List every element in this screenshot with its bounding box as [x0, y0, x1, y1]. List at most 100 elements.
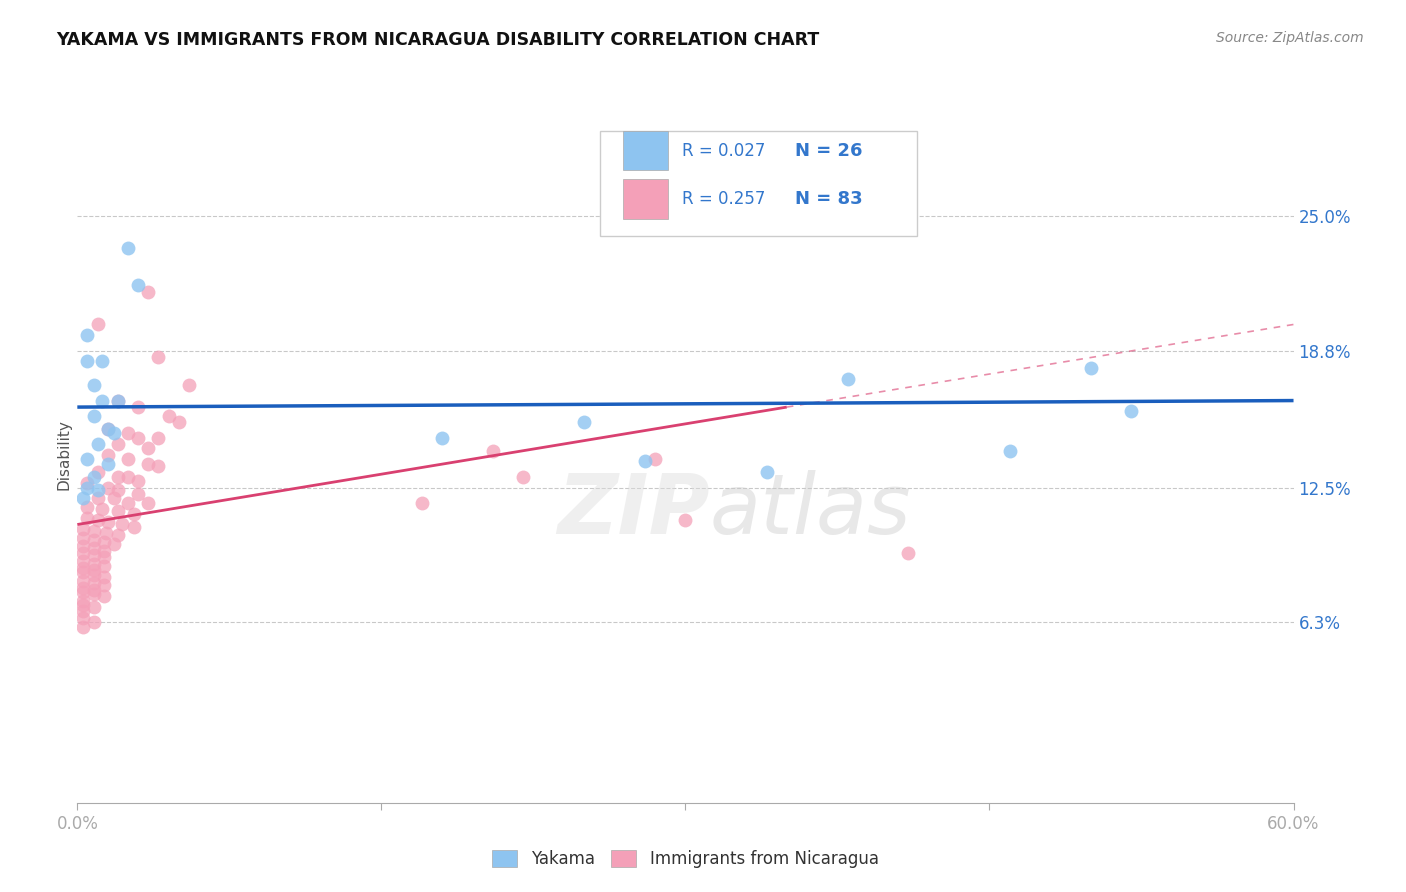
Point — [103, 426, 125, 441]
Point — [512, 469, 534, 483]
Point — [167, 415, 190, 429]
Point — [897, 546, 920, 560]
Point — [97, 457, 120, 471]
Point — [90, 393, 112, 408]
Point — [72, 491, 94, 506]
Point — [634, 454, 657, 468]
Point — [86, 437, 108, 451]
Point — [83, 409, 105, 423]
Point — [72, 522, 94, 536]
Point — [117, 426, 139, 441]
Point — [83, 533, 105, 547]
Point — [411, 496, 433, 510]
Point — [136, 457, 159, 471]
Point — [157, 409, 180, 423]
Point — [72, 554, 94, 568]
Point — [72, 593, 94, 607]
Point — [76, 452, 98, 467]
Point — [675, 513, 697, 527]
Point — [72, 546, 94, 560]
Text: Source: ZipAtlas.com: Source: ZipAtlas.com — [1216, 31, 1364, 45]
Point — [122, 507, 145, 521]
Point — [72, 605, 94, 619]
Point — [72, 566, 94, 580]
Point — [177, 378, 200, 392]
Y-axis label: Disability: Disability — [56, 419, 72, 491]
Text: ZIP: ZIP — [557, 470, 710, 551]
Point — [127, 400, 149, 414]
Point — [83, 524, 105, 538]
Point — [107, 528, 129, 542]
Point — [103, 537, 125, 551]
Point — [755, 466, 778, 480]
Point — [83, 563, 105, 577]
Point — [432, 431, 454, 445]
Point — [86, 483, 108, 497]
Point — [76, 328, 98, 343]
Point — [837, 372, 859, 386]
Point — [117, 452, 139, 467]
FancyBboxPatch shape — [623, 131, 668, 170]
Point — [72, 539, 94, 553]
Point — [86, 318, 108, 332]
FancyBboxPatch shape — [623, 179, 668, 219]
Point — [72, 581, 94, 595]
Point — [998, 443, 1021, 458]
Text: atlas: atlas — [710, 470, 911, 551]
Point — [97, 422, 120, 436]
Point — [93, 534, 115, 549]
Point — [83, 541, 105, 556]
Point — [644, 452, 666, 467]
Point — [107, 437, 129, 451]
Point — [86, 491, 108, 506]
Point — [107, 483, 129, 497]
Point — [83, 587, 105, 601]
Point — [83, 582, 105, 597]
Point — [83, 600, 105, 615]
Point — [76, 511, 98, 525]
Point — [72, 585, 94, 599]
Point — [76, 354, 98, 368]
Point — [127, 278, 149, 293]
Point — [83, 378, 105, 392]
Point — [72, 531, 94, 545]
Point — [111, 517, 134, 532]
Point — [127, 474, 149, 488]
Point — [136, 285, 159, 299]
Point — [86, 513, 108, 527]
Text: R = 0.257: R = 0.257 — [682, 190, 765, 208]
Point — [148, 458, 170, 473]
Point — [72, 611, 94, 625]
Point — [127, 487, 149, 501]
Point — [93, 558, 115, 573]
Point — [107, 393, 129, 408]
Point — [97, 422, 120, 436]
Point — [97, 448, 120, 462]
Point — [72, 598, 94, 612]
Point — [72, 620, 94, 634]
Point — [83, 469, 105, 483]
Point — [72, 561, 94, 575]
Point — [107, 504, 129, 518]
Point — [93, 589, 115, 603]
Point — [107, 469, 129, 483]
Point — [93, 578, 115, 592]
Point — [107, 393, 129, 408]
Point — [90, 354, 112, 368]
Point — [148, 431, 170, 445]
Legend: Yakama, Immigrants from Nicaragua: Yakama, Immigrants from Nicaragua — [485, 843, 886, 874]
Point — [93, 550, 115, 565]
Point — [117, 241, 139, 255]
Point — [103, 491, 125, 506]
Point — [136, 442, 159, 456]
Point — [122, 519, 145, 533]
Point — [72, 574, 94, 588]
Point — [83, 615, 105, 630]
Point — [148, 350, 170, 364]
Text: N = 83: N = 83 — [794, 190, 862, 208]
Point — [83, 548, 105, 562]
Point — [482, 443, 505, 458]
Point — [86, 466, 108, 480]
Point — [76, 481, 98, 495]
Point — [93, 543, 115, 558]
